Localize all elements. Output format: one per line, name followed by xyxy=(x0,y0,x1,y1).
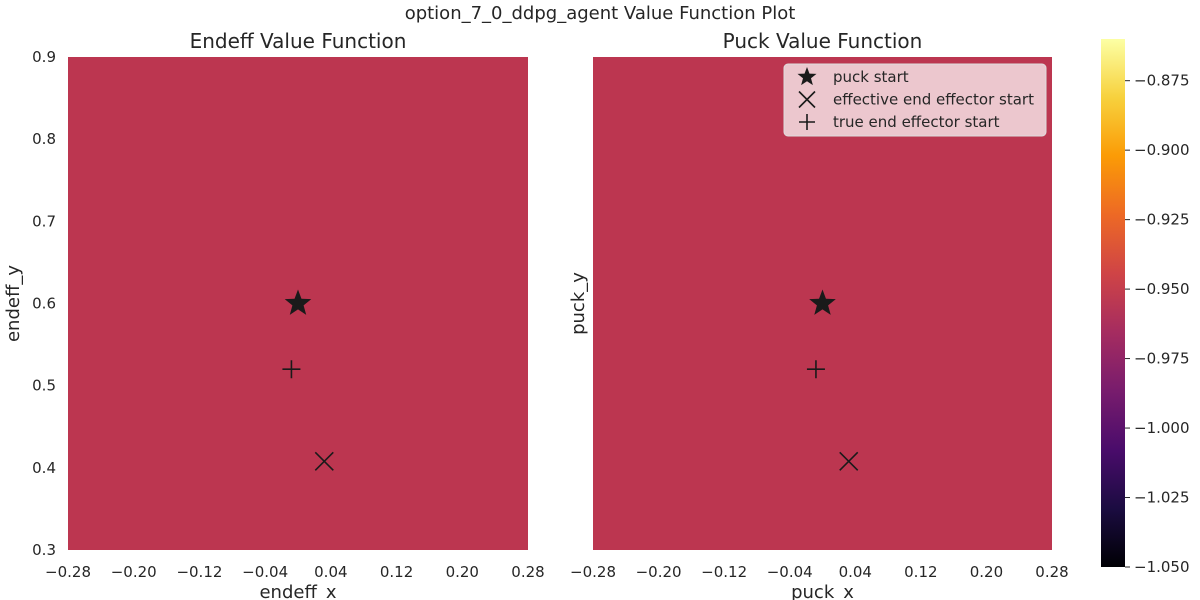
puck-x-axis-label: puck_x xyxy=(791,582,854,600)
colorbar-tick-label: −1.025 xyxy=(1134,489,1190,507)
endeff-x-tick-label: 0.20 xyxy=(446,563,479,581)
puck-x-tick-label: −0.04 xyxy=(767,563,813,581)
legend-marker-plus xyxy=(799,114,815,130)
endeff-y-axis-label: endeff_y xyxy=(3,265,24,342)
endeff-marker-x xyxy=(314,451,334,471)
puck-panel-title: Puck Value Function xyxy=(723,29,923,53)
endeff-y-tick-label: 0.7 xyxy=(32,212,56,230)
puck-marker-star xyxy=(809,289,836,315)
endeff-panel-title: Endeff Value Function xyxy=(190,29,407,53)
colorbar-tick-label: −1.050 xyxy=(1134,558,1190,576)
puck-x-tick-label: −0.12 xyxy=(701,563,747,581)
endeff-panel: Endeff Value Function −0.28 −0.20 −0.12 −0.0… xyxy=(3,29,545,600)
colorbar-tick-label: −0.925 xyxy=(1134,211,1190,229)
colorbar-tick-label: −0.875 xyxy=(1134,72,1190,90)
puck-x-tick-label: 0.04 xyxy=(839,563,872,581)
puck-x-tick-label: 0.20 xyxy=(970,563,1003,581)
puck-x-tick-label: 0.28 xyxy=(1035,563,1068,581)
legend-marker-x xyxy=(798,90,816,109)
colorbar-gradient xyxy=(1101,39,1125,567)
colorbar-tick-label: −0.950 xyxy=(1134,280,1190,298)
endeff-y-tick-label: 0.8 xyxy=(32,130,56,148)
colorbar: −0.875 −0.900 −0.925 −0.950 −0.975 −1.000 −1.0… xyxy=(1101,39,1190,576)
endeff-y-tick-label: 0.6 xyxy=(32,295,56,313)
legend-entry-label: true end effector start xyxy=(833,113,1000,131)
endeff-x-axis-label: endeff_x xyxy=(259,582,336,600)
endeff-y-tick-label: 0.5 xyxy=(32,377,56,395)
colorbar-tick-label: −0.975 xyxy=(1134,350,1190,368)
figure-title: option_7_0_ddpg_agent Value Function Plo… xyxy=(405,3,796,24)
endeff-x-tick-label: 0.28 xyxy=(511,563,544,581)
endeff-x-tick-label: 0.04 xyxy=(314,563,347,581)
legend-box xyxy=(783,63,1047,137)
endeff-x-tick-label: −0.12 xyxy=(176,563,222,581)
endeff-y-tick-label: 0.9 xyxy=(32,48,56,66)
endeff-x-tick-label: −0.20 xyxy=(111,563,157,581)
puck-x-tick-label: −0.20 xyxy=(636,563,682,581)
puck-x-tick-label: 0.12 xyxy=(904,563,937,581)
legend-entry-label: puck start xyxy=(833,68,909,86)
endeff-x-tick-label: 0.12 xyxy=(380,563,413,581)
endeff-marker-star xyxy=(284,289,312,315)
colorbar-tick-label: −1.000 xyxy=(1134,419,1190,437)
legend-entry-label: effective end effector start xyxy=(833,91,1034,109)
colorbar-tick-label: −0.900 xyxy=(1134,141,1190,159)
legend-marker-star xyxy=(797,67,817,86)
endeff-y-tick-label: 0.4 xyxy=(32,459,56,477)
endeff-x-tick-label: −0.04 xyxy=(242,563,288,581)
endeff-marker-plus xyxy=(282,360,301,379)
endeff-x-tick-label: −0.28 xyxy=(45,563,91,581)
puck-x-tick-label: −0.28 xyxy=(570,563,616,581)
puck-y-axis-label: puck_y xyxy=(568,272,589,335)
puck-marker-x xyxy=(839,451,859,471)
puck-panel: Puck Value Function −0.28 −0.20 −0.12 −0.04 0… xyxy=(568,29,1069,600)
endeff-y-tick-label: 0.3 xyxy=(32,541,56,559)
puck-marker-plus xyxy=(806,360,825,379)
